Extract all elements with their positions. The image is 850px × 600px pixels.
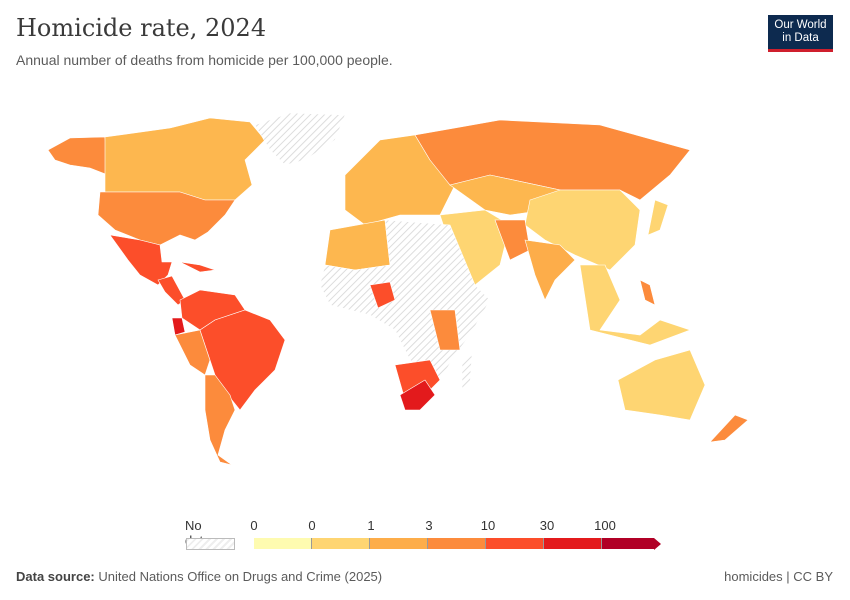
logo-line2: in Data [782, 32, 819, 44]
legend-tick: 1 [367, 518, 375, 533]
legend-tick: 10 [480, 518, 496, 533]
region-madagascar[interactable] [461, 354, 473, 389]
region-new-zealand[interactable] [709, 414, 749, 443]
page-title: Homicide rate, 2024 [16, 14, 267, 42]
legend-bin [254, 538, 312, 549]
region-southeast-asia[interactable] [579, 264, 691, 346]
legend-arrow-icon [654, 537, 661, 550]
region-argentina[interactable] [204, 374, 236, 466]
legend-tick: 3 [425, 518, 433, 533]
legend-tick: 0 [308, 518, 316, 533]
region-mexico[interactable] [109, 234, 173, 286]
license-text[interactable]: homicides | CC BY [724, 569, 833, 584]
source-link[interactable]: United Nations Office on Drugs and Crime… [98, 569, 383, 584]
legend-bin [312, 538, 370, 549]
legend-bin [602, 538, 654, 549]
region-russia[interactable] [414, 119, 691, 201]
legend-bin [486, 538, 544, 549]
region-india[interactable] [524, 239, 576, 301]
region-south-africa[interactable] [399, 379, 436, 411]
legend-tick: 100 [594, 518, 616, 533]
owid-logo[interactable]: Our World in Data [768, 15, 833, 52]
legend-tick: 0 [250, 518, 258, 533]
region-canada[interactable] [104, 117, 266, 201]
legend-color-bar [254, 537, 661, 550]
region-alaska[interactable] [47, 136, 109, 176]
data-source: Data source: United Nations Office on Dr… [16, 569, 382, 584]
legend-bin [544, 538, 602, 549]
region-peru[interactable] [174, 329, 211, 376]
no-data-swatch [186, 538, 235, 550]
source-label: Data source: [16, 569, 95, 584]
region-ecuador[interactable] [171, 317, 186, 336]
page-subtitle: Annual number of deaths from homicide pe… [16, 52, 393, 68]
region-japan[interactable] [647, 199, 669, 236]
region-brazil[interactable] [199, 309, 286, 411]
region-caribbean[interactable] [179, 261, 216, 273]
legend-bin [428, 538, 486, 549]
logo-line1: Our World [774, 19, 827, 31]
region-east-africa[interactable] [429, 309, 461, 351]
region-greenland[interactable] [254, 112, 346, 166]
legend-bin [370, 538, 428, 549]
region-china[interactable] [524, 189, 641, 271]
region-usa[interactable] [97, 191, 236, 246]
legend-tick: 30 [539, 518, 555, 533]
region-australia[interactable] [617, 349, 706, 421]
region-north-africa[interactable] [324, 219, 391, 271]
world-map [47, 112, 749, 466]
region-nigeria[interactable] [369, 281, 396, 309]
region-philippines[interactable] [639, 279, 656, 306]
region-europe[interactable] [344, 134, 456, 226]
